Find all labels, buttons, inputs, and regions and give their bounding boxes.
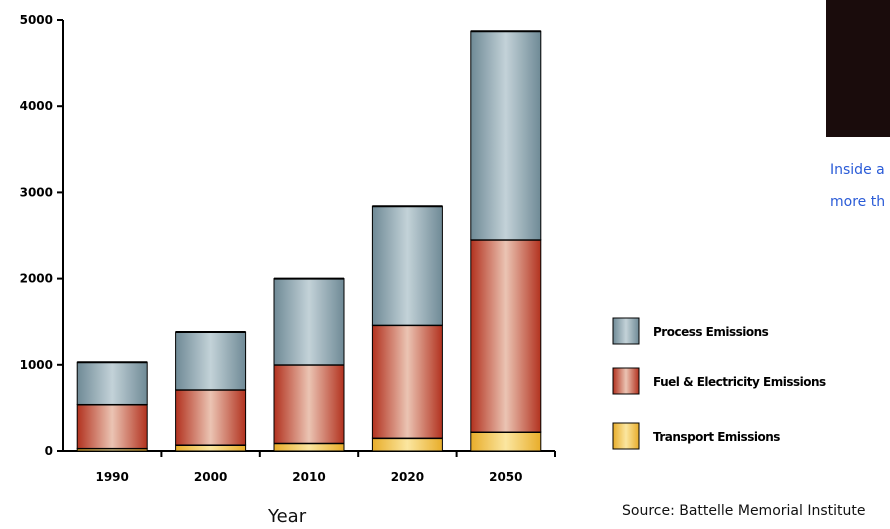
legend-swatch bbox=[612, 422, 640, 450]
bar-segment bbox=[470, 30, 542, 241]
y-tick-label: 3000 bbox=[20, 185, 53, 199]
bar-segment bbox=[371, 205, 443, 326]
bar-segment bbox=[371, 324, 443, 439]
bar-segment bbox=[470, 239, 542, 433]
x-tick-label: 2000 bbox=[194, 470, 227, 484]
bar-segment bbox=[76, 403, 148, 449]
bar-segment bbox=[175, 331, 247, 391]
legend-swatch bbox=[612, 367, 640, 395]
x-tick-label: 1990 bbox=[95, 470, 128, 484]
axes: 0 1000 2000 3000 4000 5000 1990 2000 2010 2020 205… bbox=[20, 13, 556, 484]
y-tick-label: 2000 bbox=[20, 272, 53, 286]
y-tick-label: 0 bbox=[45, 444, 53, 458]
x-axis-label: Year bbox=[268, 506, 307, 527]
y-tick-label: 5000 bbox=[20, 13, 53, 27]
y-tick-label: 4000 bbox=[20, 99, 53, 113]
x-tick-label: 2020 bbox=[391, 470, 424, 484]
y-tick-label: 1000 bbox=[20, 358, 53, 372]
bar-segment bbox=[273, 364, 345, 444]
x-tick-label: 2050 bbox=[489, 470, 522, 484]
legend-label: Fuel & Electricity Emissions bbox=[653, 375, 826, 389]
bar-segment bbox=[273, 442, 345, 452]
caption-line-1: Inside a bbox=[830, 162, 885, 178]
bar-segment bbox=[470, 431, 542, 452]
bars bbox=[76, 30, 542, 452]
photo-thumbnail bbox=[826, 0, 890, 137]
legend-swatch bbox=[612, 317, 640, 345]
bar-segment bbox=[76, 361, 148, 405]
x-tick-label: 2010 bbox=[292, 470, 325, 484]
bar-segment bbox=[175, 389, 247, 446]
legend: Process Emissions Fuel & Electricity Emis… bbox=[612, 317, 827, 450]
source-note: Source: Battelle Memorial Institute bbox=[622, 503, 866, 519]
legend-label: Process Emissions bbox=[653, 325, 769, 339]
bar-segment bbox=[371, 437, 443, 452]
legend-label: Transport Emissions bbox=[653, 430, 780, 444]
caption-line-2: more th bbox=[830, 194, 886, 210]
bar-segment bbox=[273, 278, 345, 366]
